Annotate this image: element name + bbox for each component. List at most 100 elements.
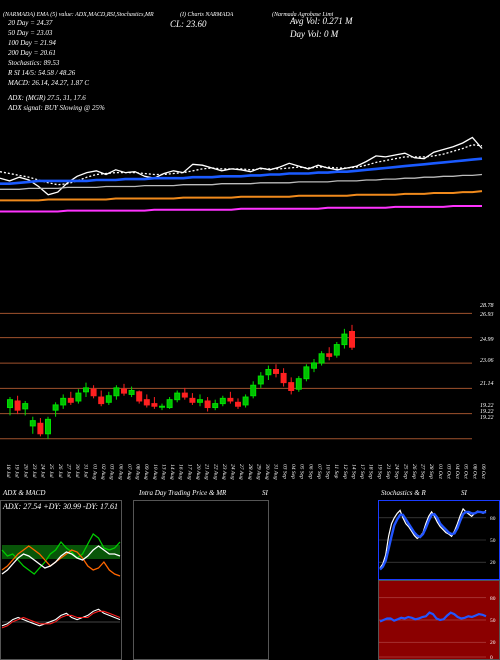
candle-body: [181, 392, 188, 398]
candle-body: [311, 362, 317, 369]
adx-line-+DY: [1, 533, 121, 575]
candle-body: [14, 400, 21, 411]
candle-body: [52, 404, 59, 411]
candle-body: [105, 395, 112, 403]
candle-body: [189, 397, 196, 403]
adx-panel-readout: ADX: 27.54 +DY: 30.99 -DY: 17.61: [3, 502, 119, 511]
candle-body: [143, 399, 150, 406]
price-tick-label: 26.93: [480, 312, 494, 318]
stoch-rsi-si-label: SI: [461, 489, 467, 497]
date-label: 05 Sep: [299, 464, 305, 479]
adx-line--DY: [1, 545, 121, 577]
candle-body: [113, 387, 120, 397]
date-label: 04 Sep: [290, 464, 297, 479]
date-label: 04 Oct: [454, 464, 461, 479]
rsi-tick-label: 80: [490, 596, 496, 602]
stoch-tick-label: 50: [490, 538, 496, 544]
rsi-tick-label: 20: [490, 640, 496, 646]
stochastics-readout: Stochastics: 89.53: [8, 59, 60, 67]
candle-body: [174, 392, 181, 401]
date-label: 27 Jul: [65, 464, 71, 478]
intraday-label: Intra Day Trading Price & MR: [139, 489, 227, 497]
date-label: 19 Jul: [14, 464, 20, 478]
date-label: 16 Aug: [178, 464, 184, 480]
candle-body: [235, 401, 241, 407]
date-label: 09 Aug: [143, 464, 149, 480]
close-price: CL: 23.60: [170, 19, 207, 29]
adx-line-ADX: [1, 545, 121, 575]
candle-body: [219, 397, 226, 405]
date-label: 06 Aug: [117, 464, 123, 480]
price-tick-label: 24.99: [480, 336, 494, 343]
ma-line-price: [0, 136, 483, 196]
price-tick-label: 23.06: [480, 358, 494, 364]
stoch-line-%D: [379, 510, 487, 571]
rsi-panel: [378, 580, 500, 660]
ema20-readout: 20 Day = 24.37: [8, 19, 53, 27]
date-label: 23 Jul: [31, 464, 37, 478]
rsi-readout: R SI 14/5: 54.58 / 48.26: [8, 69, 76, 77]
ma-line-ema200: [0, 205, 482, 213]
candle-body: [303, 366, 310, 380]
candle-body: [60, 397, 67, 406]
ma-line-ema50: [0, 173, 483, 190]
candle-body: [159, 405, 165, 408]
date-label: 28 Aug: [247, 464, 253, 480]
date-label: 03 Aug: [109, 464, 115, 480]
candle-body: [273, 369, 279, 374]
header-title-3: (I) Charts NARMADA: [180, 12, 234, 18]
adx-signal: ADX signal: BUY Slowing @ 25%: [8, 104, 105, 112]
header-title-4: (Narmada Agrobase Limi: [272, 12, 334, 18]
date-label: 09 Oct: [480, 464, 486, 479]
date-label: 26 Jul: [57, 464, 63, 478]
date-label: 10 Aug: [152, 464, 158, 480]
date-label: 17 Aug: [186, 464, 192, 480]
date-label: 27 Sep: [420, 464, 426, 479]
candle-body: [75, 392, 82, 402]
candle-body: [257, 375, 264, 385]
candle-body: [29, 420, 36, 427]
date-label: 24 Aug: [230, 464, 237, 480]
date-label: 03 Oct: [445, 464, 451, 479]
ma-line-ema20: [0, 157, 483, 185]
rsi-tick-label: 50: [490, 618, 496, 624]
date-label: 17 Sep: [359, 464, 365, 479]
date-label: 26 Sep: [411, 464, 417, 479]
adx-macd-label: ADX & MACD: [3, 489, 46, 497]
macd-signal-line: [1, 610, 121, 629]
candle-body: [242, 396, 249, 406]
date-label: 01 Oct: [437, 464, 443, 479]
stoch-tick-label: 20: [490, 560, 496, 566]
date-label: 25 Sep: [402, 464, 408, 479]
date-label: 23 Aug: [221, 464, 227, 480]
date-label: 19 Sep: [376, 464, 382, 479]
candle-body: [22, 403, 29, 410]
candle-body: [227, 397, 234, 402]
date-label: 08 Oct: [471, 464, 477, 479]
date-label: 31 Aug: [273, 463, 279, 480]
date-label: 06 Sep: [307, 464, 313, 479]
adx-macd-panel: [0, 500, 122, 660]
adx-readout: ADX: (MGR) 27.5, 31, 17.6: [8, 94, 86, 102]
date-label: 08 Aug: [135, 464, 141, 480]
price-tick-label: 19.22: [480, 409, 494, 415]
candle-body: [98, 396, 105, 405]
intraday-panel: [133, 500, 269, 660]
ema200-readout: 200 Day = 20.61: [8, 49, 56, 57]
candle-body: [136, 391, 143, 402]
date-label: 13 Aug: [160, 464, 166, 480]
candle-body: [212, 403, 219, 409]
candle-body: [288, 382, 295, 391]
candle-body: [67, 397, 74, 403]
header-title: (NARMADA) EMA (5) value: ADX,MACD,R: [3, 12, 111, 18]
macd-readout: MACD: 26.14, 24.27, 1.87 C: [8, 79, 90, 87]
date-label: 14 Aug: [169, 464, 176, 480]
candle-body: [280, 372, 287, 384]
header-title-2: SI,Stochastics,MR: [110, 12, 154, 18]
date-label: 14 Sep: [350, 464, 357, 479]
date-label: 11 Sep: [333, 464, 339, 479]
date-label: 12 Sep: [342, 464, 348, 479]
macd-line: [1, 608, 121, 627]
ema100-readout: 100 Day = 21.94: [8, 39, 56, 47]
date-label: 07 Aug: [126, 464, 132, 480]
